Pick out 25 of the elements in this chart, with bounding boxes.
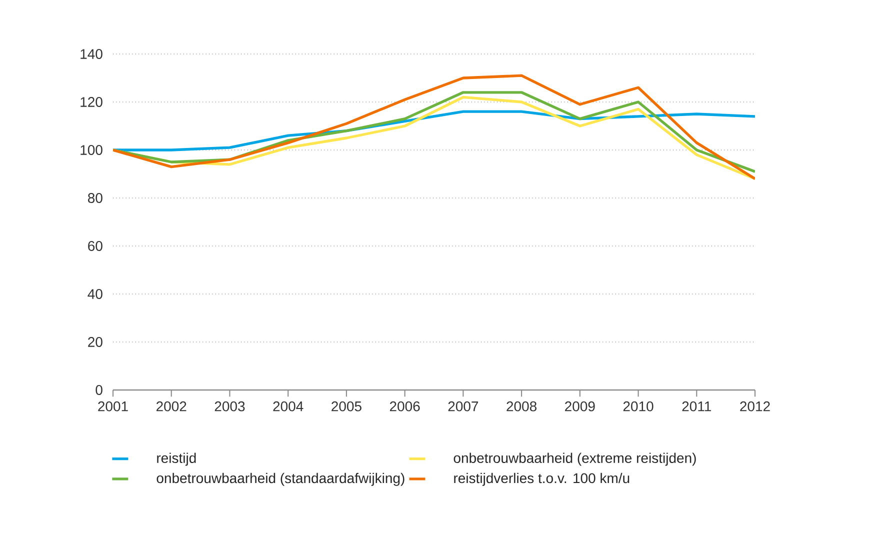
legend-label: reistijdverlies t.o.v. 100 km/u [454, 472, 630, 486]
x-tick-label: 2008 [506, 401, 536, 412]
legend-label: reistijd [157, 452, 196, 466]
legend-label: onbetrouwbaarheid (extreme reistijden) [454, 452, 696, 466]
y-tick-label: 40 [88, 289, 102, 299]
y-tick-label: 60 [88, 241, 102, 251]
x-tick-label: 2001 [98, 401, 128, 412]
x-tick-label: 2003 [214, 401, 245, 412]
x-tick-label: 2002 [156, 401, 186, 412]
x-tick-label: 2011 [682, 401, 711, 412]
y-tick-label: 100 [80, 145, 102, 155]
x-tick-label: 2007 [448, 401, 478, 412]
y-tick-label: 140 [80, 49, 102, 59]
legend-label: onbetrouwbaarheid (standaardafwijking) [156, 472, 404, 486]
y-tick-label: 120 [80, 97, 102, 107]
x-tick-label: 2005 [332, 401, 362, 412]
y-tick-label: 80 [88, 193, 102, 203]
line-series [113, 74, 756, 180]
x-tick-label: 2006 [390, 401, 420, 412]
x-tick-label: 2010 [623, 401, 654, 412]
x-tick-label: 2009 [565, 401, 595, 412]
x-tick-label: 2012 [740, 401, 770, 412]
y-tick-label: 20 [88, 337, 102, 347]
y-tick-label: 0 [96, 385, 102, 395]
x-tick-label: 2004 [273, 401, 304, 412]
